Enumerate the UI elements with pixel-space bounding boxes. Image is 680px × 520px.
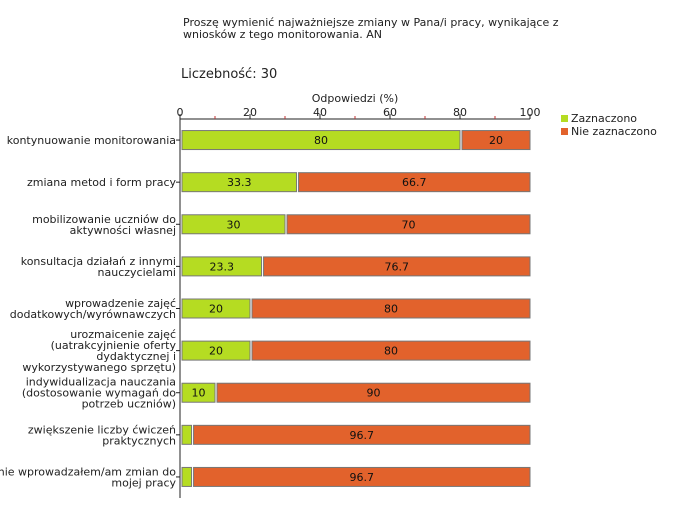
x-tick-label: 100 xyxy=(520,106,541,119)
bar-nie-zaznaczono xyxy=(263,256,531,277)
bar-nie-zaznaczono xyxy=(251,298,531,319)
category-label-line: urozmaicenie zajęć xyxy=(70,328,176,341)
category-label: kontynuowanie monitorowania xyxy=(7,134,176,147)
category-label: konsultacja działań z innymi nauczycielam… xyxy=(21,255,176,279)
category-label-line: zmiana metod i form pracy xyxy=(27,176,176,189)
category-label-line: (dostosowanie wymagań do xyxy=(22,387,176,400)
bar-value-label: 20 xyxy=(209,303,223,316)
bar-value-label: 90 xyxy=(367,387,381,400)
category-label: nie wprowadzałem/am zmian do mojej pracy xyxy=(0,465,176,489)
x-tick-label: 80 xyxy=(453,106,467,119)
bar-value-label: 66.7 xyxy=(402,176,427,189)
category-label-line: wprowadzenie zajęć xyxy=(65,297,176,310)
bar-value-label: 96.7 xyxy=(350,429,375,442)
category-label: urozmaicenie zajęć (uatrakcyjnienie ofert… xyxy=(22,328,176,374)
x-tick-label: 0 xyxy=(177,106,184,119)
bar-zaznaczono xyxy=(181,340,251,361)
legend-label: Zaznaczono xyxy=(571,112,637,125)
category-label-line: kontynuowanie monitorowania xyxy=(7,134,176,147)
bar-value-label: 33.3 xyxy=(227,176,252,189)
category-label-line: praktycznych xyxy=(102,434,176,447)
bar-nie-zaznaczono xyxy=(286,214,531,235)
x-tick-label: 60 xyxy=(383,106,397,119)
sample-size-label: Liczebność: xyxy=(181,67,257,82)
bar-nie-zaznaczono xyxy=(216,382,531,403)
category-label-line: konsultacja działań z innymi xyxy=(21,255,176,268)
bar-nie-zaznaczono xyxy=(298,172,531,193)
category-label-line: nie wprowadzałem/am zmian do xyxy=(0,465,176,478)
sample-size-value: 30 xyxy=(260,67,278,82)
bar-value-label: 80 xyxy=(384,345,398,358)
bar-nie-zaznaczono xyxy=(251,340,531,361)
bar-value-label: 10 xyxy=(192,387,206,400)
x-tick-label: 40 xyxy=(313,106,327,119)
chart-title: Proszę wymienić najważniejsze zmiany w P… xyxy=(183,16,559,41)
category-label: zwiększenie liczby ćwiczeń praktycznych xyxy=(28,423,176,447)
bar-value-label: 96.7 xyxy=(350,471,375,484)
bar-value-label: 70 xyxy=(402,218,416,231)
category-label-line: indywidualizacja nauczania xyxy=(26,376,176,389)
category-label-line: mobilizowanie uczniów do xyxy=(32,213,176,226)
bar-nie-zaznaczono xyxy=(193,466,531,487)
legend-swatch xyxy=(561,128,568,135)
bar-value-label: 80 xyxy=(384,303,398,316)
sample-size: Liczebność: 30 xyxy=(181,67,277,82)
bar-zaznaczono xyxy=(181,172,298,193)
category-label: zmiana metod i form pracy xyxy=(27,176,176,189)
bar-zaznaczono xyxy=(181,466,193,487)
category-label-line: dodatkowych/wyrównawczych xyxy=(10,308,176,321)
category-label: wprowadzenie zajęć dodatkowych/wyrównawcz… xyxy=(10,297,176,321)
category-label-line: nauczycielami xyxy=(98,266,176,279)
bar-value-label: 76.7 xyxy=(385,260,410,273)
bar-nie-zaznaczono xyxy=(461,130,531,151)
bar-value-label: 80 xyxy=(314,134,328,147)
legend-swatch xyxy=(561,115,568,122)
bar-zaznaczono xyxy=(181,130,461,151)
category-label-line: potrzeb uczniów) xyxy=(82,398,176,411)
category-label-line: wykorzystywanego sprzętu) xyxy=(22,361,176,374)
category-label-line: zwiększenie liczby ćwiczeń xyxy=(28,423,176,436)
bar-zaznaczono xyxy=(181,424,193,445)
bar-zaznaczono xyxy=(181,256,263,277)
bar-value-label: 20 xyxy=(209,345,223,358)
category-label: mobilizowanie uczniów do aktywności własn… xyxy=(32,213,176,237)
category-label-line: mojej pracy xyxy=(111,476,176,489)
x-tick-label: 20 xyxy=(243,106,257,119)
bar-value-label: 23.3 xyxy=(210,260,235,273)
category-label-line: dydaktycznej i xyxy=(96,350,176,363)
bar-value-label: 20 xyxy=(489,134,503,147)
legend-label: Nie zaznaczono xyxy=(571,125,657,138)
category-label-line: (uatrakcyjnienie oferty xyxy=(51,339,177,352)
bar-nie-zaznaczono xyxy=(193,424,531,445)
x-axis-title: Odpowiedzi (%) xyxy=(312,92,399,105)
bar-value-label: 30 xyxy=(227,218,241,231)
category-label-line: aktywności własnej xyxy=(70,224,176,237)
bar-zaznaczono xyxy=(181,214,286,235)
category-label: indywidualizacja nauczania (dostosowanie … xyxy=(22,376,176,411)
bar-zaznaczono xyxy=(181,298,251,319)
bar-zaznaczono xyxy=(181,382,216,403)
